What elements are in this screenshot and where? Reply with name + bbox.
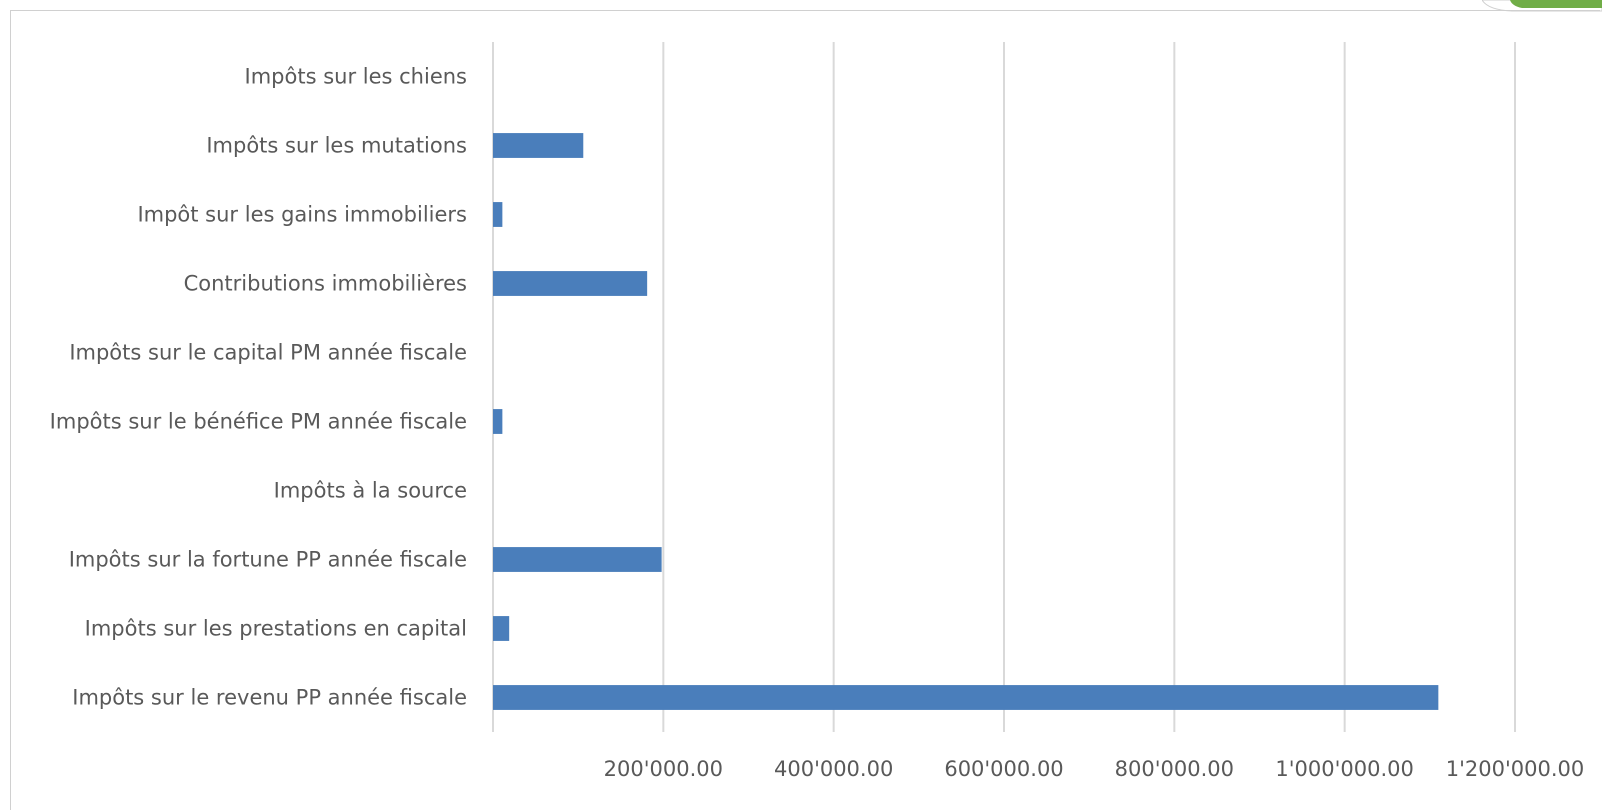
bars [493, 133, 1439, 710]
category-label: Contributions immobilières [184, 272, 467, 296]
x-tick-label: 1'200'000.00 [1446, 757, 1584, 781]
category-label: Impôts sur les prestations en capital [85, 617, 467, 641]
bar [493, 685, 1439, 710]
category-labels: Impôts sur le revenu PP année fiscale Imp… [50, 65, 467, 710]
category-label: Impôts sur les chiens [245, 65, 467, 89]
x-tick-label: 600'000.00 [944, 757, 1063, 781]
category-label: Impôts sur les mutations [206, 134, 467, 158]
chart-area [10, 10, 1600, 810]
bar [493, 271, 648, 296]
x-tick-label: 1'000'000.00 [1275, 757, 1413, 781]
category-label: Impôts sur la fortune PP année fiscale [69, 548, 467, 572]
x-tick-label: 200'000.00 [604, 757, 723, 781]
category-label: Impôts sur le revenu PP année fiscale [72, 686, 467, 710]
bar [493, 202, 503, 227]
category-label: Impôts sur le bénéfice PM année fiscale [50, 410, 467, 434]
bar [493, 616, 510, 641]
corner-accent-shape [1510, 0, 1602, 8]
gridlines [492, 42, 1516, 732]
category-label: Impôts à la source [274, 479, 467, 503]
corner-decoration [1482, 0, 1602, 12]
bar [493, 133, 584, 158]
x-tick-label: 400'000.00 [774, 757, 893, 781]
bar [493, 409, 503, 434]
category-label: Impôts sur le capital PM année fiscale [69, 341, 467, 365]
x-axis-tick-labels: 200'000.00 400'000.00 600'000.00 800'000.00… [604, 757, 1585, 781]
category-label: Impôt sur les gains immobiliers [137, 203, 467, 227]
x-tick-label: 800'000.00 [1115, 757, 1234, 781]
bar [493, 547, 662, 572]
